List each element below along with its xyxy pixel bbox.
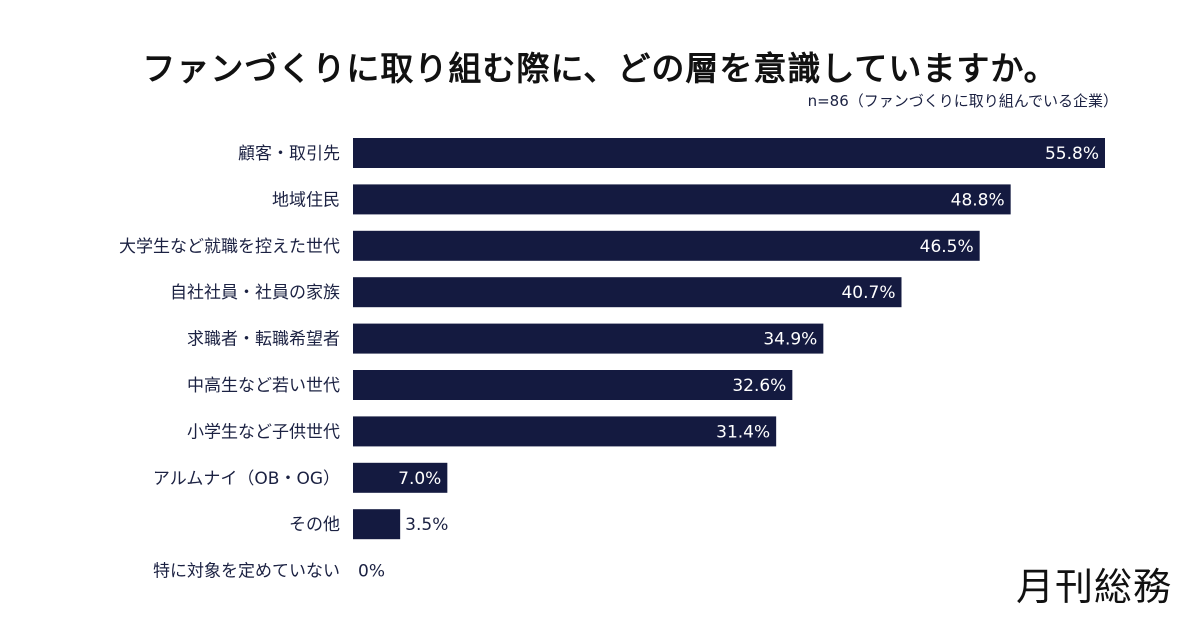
category-label: 中高生など若い世代 (187, 376, 340, 396)
logo: 月刊総務 (1015, 565, 1172, 609)
data-label: 0% (358, 562, 385, 582)
chart-subtitle: n=86（ファンづくりに取り組んでいる企業） (807, 92, 1118, 110)
data-label: 40.7% (841, 283, 895, 303)
data-label: 3.5% (405, 515, 448, 535)
data-label: 46.5% (920, 237, 974, 257)
category-label: 求職者・転職希望者 (187, 330, 340, 350)
bar (353, 416, 777, 447)
bar (353, 462, 448, 493)
bar (353, 370, 793, 400)
category-label: 小学生など子供世代 (187, 422, 340, 442)
bar (353, 277, 902, 308)
category-label: 特に対象を定めていない (153, 562, 340, 582)
category-label: 地域住民 (272, 190, 340, 210)
category-label: 顧客・取引先 (238, 144, 340, 164)
bar (353, 230, 980, 261)
data-label: 32.6% (732, 376, 786, 396)
bar (353, 509, 401, 540)
category-label: その他 (289, 515, 340, 535)
data-label: 55.8% (1045, 144, 1099, 164)
category-label: アルムナイ（OB・OG） (153, 469, 340, 489)
category-label: 自社社員・社員の家族 (170, 283, 340, 303)
data-label: 31.4% (716, 422, 770, 442)
bar (353, 323, 824, 354)
bar (353, 184, 1011, 215)
data-label: 7.0% (398, 469, 441, 489)
chart-title: ファンづくりに取り組む際に、どの層を意識していますか。 (142, 49, 1058, 88)
category-label: 大学生など就職を控えた世代 (119, 237, 340, 257)
data-label: 34.9% (763, 330, 817, 350)
bar (353, 138, 1105, 168)
data-label: 48.8% (951, 190, 1005, 210)
